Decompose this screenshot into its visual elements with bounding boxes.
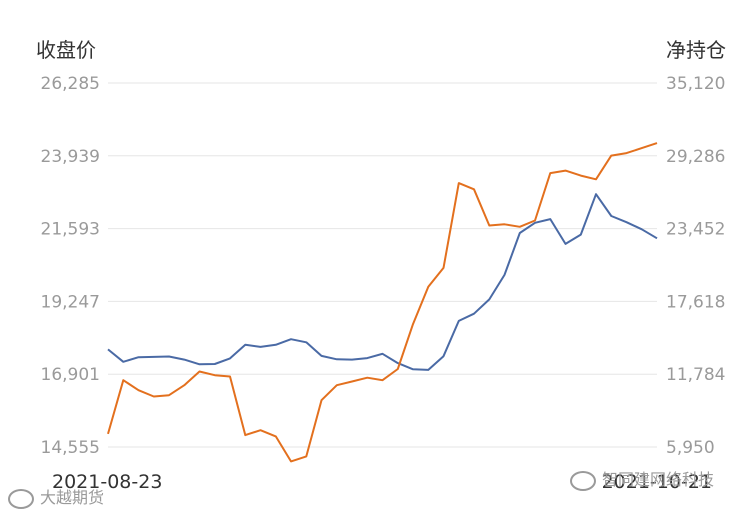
net-position-line	[107, 142, 658, 463]
right-tick-label: 17,618	[666, 292, 725, 312]
close-price-line	[107, 193, 658, 371]
watermark-logo-icon	[8, 488, 34, 509]
right-axis-ticks: 35,120 29,286 23,452 17,618 11,784 5,950	[666, 74, 725, 458]
x-start-label: 2021-08-23	[52, 471, 162, 493]
left-axis-ticks: 26,285 23,939 21,593 19,247 16,901 14,555	[41, 74, 100, 458]
right-tick-label: 29,286	[666, 147, 725, 167]
series-lines	[107, 142, 658, 463]
right-tick-label: 11,784	[666, 365, 725, 385]
watermark-left: 大越期货	[8, 484, 104, 509]
right-tick-label: 5,950	[666, 438, 715, 458]
left-tick-label: 19,247	[41, 292, 100, 312]
watermark-right: 智同建网络科技	[570, 466, 714, 491]
left-tick-label: 16,901	[41, 365, 100, 385]
right-axis-title: 净持仓	[666, 38, 726, 62]
left-tick-label: 23,939	[41, 147, 100, 167]
wechat-icon	[570, 470, 596, 491]
left-tick-label: 26,285	[41, 74, 100, 94]
left-tick-label: 14,555	[41, 438, 100, 458]
x-end-label: 2021-10-21	[602, 471, 712, 493]
left-axis-title: 收盘价	[36, 38, 96, 62]
right-tick-label: 35,120	[666, 74, 725, 94]
right-tick-label: 23,452	[666, 220, 725, 240]
grid-lines	[108, 82, 657, 448]
left-tick-label: 21,593	[41, 220, 100, 240]
